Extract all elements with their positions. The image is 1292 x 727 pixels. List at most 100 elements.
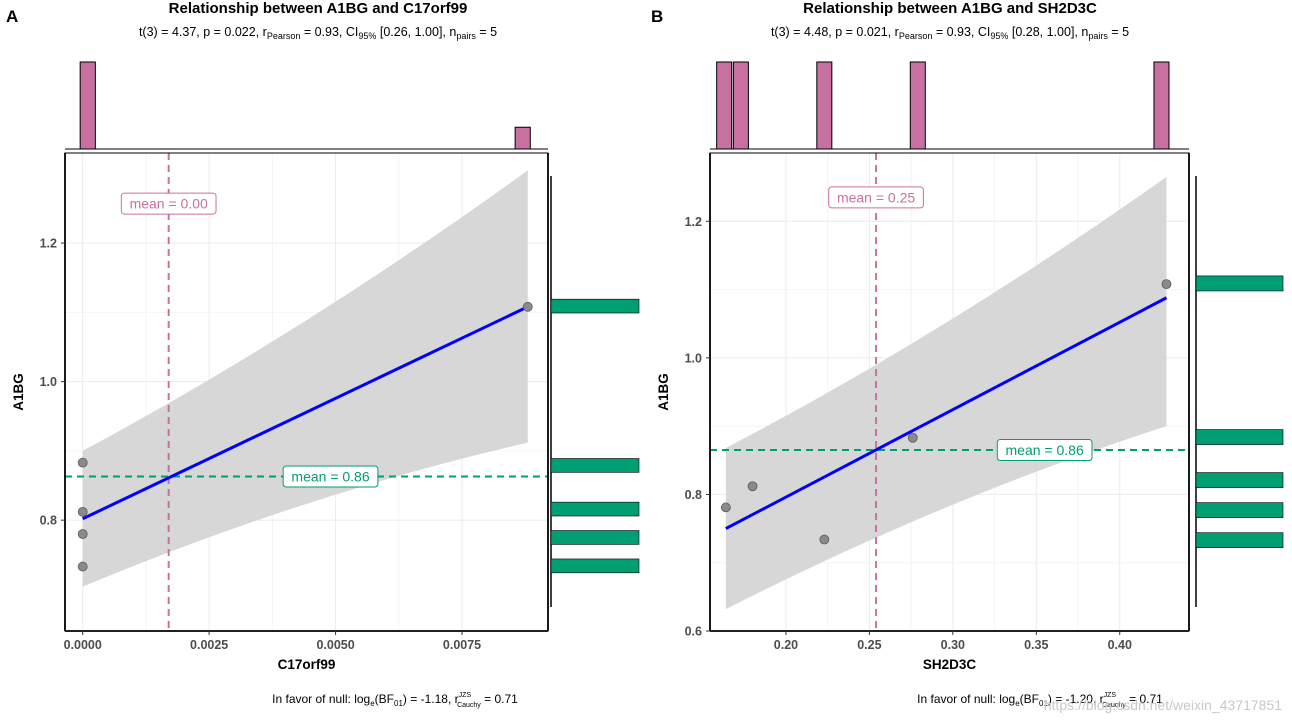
y-tick-label: 1.0 bbox=[40, 375, 57, 389]
caption-val: = 0.71 bbox=[481, 692, 518, 706]
y-marginal-bar bbox=[1195, 502, 1284, 518]
caption-e-sub: e bbox=[1015, 699, 1020, 708]
x-marginal-bar bbox=[1153, 61, 1170, 150]
y-tick-label: 0.8 bbox=[685, 488, 702, 502]
caption-bf-sub: 01 bbox=[1039, 699, 1048, 708]
caption-r-sup: JZS bbox=[459, 692, 472, 699]
y-mean-label-box bbox=[996, 439, 1093, 462]
caption-pre: In favor of null: log bbox=[917, 692, 1015, 706]
x-tick-label: 0.0000 bbox=[64, 638, 102, 652]
x-tick-label: 0.0050 bbox=[316, 638, 354, 652]
y-mean-label: mean = 0.86 bbox=[291, 469, 369, 485]
subtitle-r-val: = 0.93, CI bbox=[932, 25, 990, 39]
x-tick-label: 0.25 bbox=[857, 638, 881, 652]
x-axis-title: SH2D3C bbox=[923, 657, 977, 672]
x-axis-title: C17orf99 bbox=[278, 657, 336, 672]
x-marginal-bar bbox=[816, 61, 833, 150]
caption-pre: In favor of null: log bbox=[272, 692, 370, 706]
y-mean-label: mean = 0.86 bbox=[1006, 442, 1084, 458]
chart-title: Relationship between A1BG and C17orf99 bbox=[169, 0, 468, 17]
subtitle-r-sub: Pearson bbox=[267, 31, 301, 41]
caption-r-sup: JZS bbox=[1104, 692, 1117, 699]
x-tick-label: 0.0025 bbox=[190, 638, 228, 652]
chart-subtitle: t(3) = 4.37, p = 0.022, rPearson = 0.93,… bbox=[139, 25, 497, 41]
y-tick-label: 0.8 bbox=[40, 514, 57, 528]
caption-mid: ) = -1.20, r bbox=[1048, 692, 1104, 706]
bayes-caption: In favor of null: loge(BF01) = -1.20, rJ… bbox=[917, 692, 1163, 709]
regression-line bbox=[82, 305, 529, 521]
y-marginal-bar bbox=[550, 298, 640, 314]
y-axis-title: A1BG bbox=[11, 373, 26, 411]
y-marginal-bar bbox=[550, 530, 640, 545]
caption-val: = 0.71 bbox=[1126, 692, 1163, 706]
chart-title: Relationship between A1BG and SH2D3C bbox=[803, 0, 1097, 17]
x-mean-label: mean = 0.25 bbox=[837, 189, 915, 205]
data-point bbox=[77, 457, 88, 468]
caption-bf-sub: 01 bbox=[394, 699, 403, 708]
x-mean-label: mean = 0.00 bbox=[130, 196, 208, 212]
panel-b: B Relationship between A1BG and SH2D3C t(3… bbox=[651, 0, 1284, 709]
y-marginal-bar bbox=[550, 501, 640, 517]
x-marginal-bar bbox=[716, 61, 733, 150]
data-point bbox=[747, 481, 758, 492]
confidence-band bbox=[725, 176, 1167, 610]
subtitle-n-val: = 5 bbox=[476, 25, 497, 39]
panel-letter: B bbox=[651, 7, 663, 26]
caption-bf: (BF bbox=[375, 692, 394, 706]
y-marginal-bar bbox=[1195, 532, 1284, 548]
x-marginal-bar bbox=[79, 61, 96, 150]
x-marginal-bar bbox=[909, 61, 926, 150]
x-tick-label: 0.0075 bbox=[443, 638, 481, 652]
x-mean-label-box bbox=[828, 186, 924, 209]
data-point bbox=[1161, 279, 1172, 290]
subtitle-r-sub: Pearson bbox=[899, 31, 933, 41]
panel-a: A Relationship between A1BG and C17orf99 t… bbox=[6, 0, 640, 709]
subtitle-ci-val: [0.26, 1.00], n bbox=[376, 25, 456, 39]
data-point bbox=[77, 529, 88, 539]
regression-line bbox=[725, 296, 1168, 530]
subtitle-stat: t(3) = 4.37, p = 0.022, r bbox=[139, 25, 267, 39]
x-marginal-bar bbox=[514, 126, 531, 150]
subtitle-ci-sub: 95% bbox=[990, 31, 1008, 41]
x-mean-label-box bbox=[120, 192, 217, 215]
data-point bbox=[522, 301, 533, 312]
x-marginal-bar bbox=[732, 61, 749, 150]
subtitle-n-val: = 5 bbox=[1108, 25, 1129, 39]
y-marginal-bar bbox=[550, 458, 640, 473]
bayes-caption: In favor of null: loge(BF01) = -1.18, rJ… bbox=[272, 692, 518, 709]
caption-r-sub: Cauchy bbox=[1102, 702, 1126, 709]
y-tick-label: 1.2 bbox=[685, 215, 702, 229]
y-marginal-bar bbox=[550, 558, 640, 574]
x-tick-label: 0.20 bbox=[774, 638, 798, 652]
subtitle-stat: t(3) = 4.48, p = 0.021, r bbox=[771, 25, 899, 39]
y-tick-label: 1.0 bbox=[685, 351, 702, 365]
subtitle-n-sub: pairs bbox=[456, 31, 476, 41]
y-marginal-bar bbox=[1195, 472, 1284, 488]
chart-subtitle: t(3) = 4.48, p = 0.021, rPearson = 0.93,… bbox=[771, 25, 1129, 41]
data-point bbox=[77, 506, 88, 517]
x-tick-label: 0.35 bbox=[1024, 638, 1048, 652]
y-tick-label: 1.2 bbox=[40, 237, 57, 251]
caption-r-sub: Cauchy bbox=[457, 702, 481, 709]
data-point bbox=[77, 561, 88, 572]
y-mean-label-box bbox=[282, 465, 379, 488]
caption-e-sub: e bbox=[370, 699, 375, 708]
y-axis-title: A1BG bbox=[656, 373, 671, 411]
panel-letter: A bbox=[6, 7, 18, 26]
y-marginal-bar bbox=[1195, 429, 1284, 445]
data-point bbox=[720, 502, 731, 513]
data-point bbox=[907, 432, 918, 443]
watermark-text: https://blog.csdn.net/weixin_43717851 bbox=[1044, 697, 1282, 713]
y-tick-label: 0.6 bbox=[685, 625, 702, 639]
data-point bbox=[819, 534, 830, 545]
subtitle-ci-val: [0.28, 1.00], n bbox=[1008, 25, 1088, 39]
caption-bf: (BF bbox=[1020, 692, 1039, 706]
subtitle-r-val: = 0.93, CI bbox=[300, 25, 358, 39]
subtitle-ci-sub: 95% bbox=[358, 31, 376, 41]
confidence-band bbox=[82, 170, 528, 587]
caption-mid: ) = -1.18, r bbox=[403, 692, 459, 706]
y-marginal-bar bbox=[1195, 275, 1284, 292]
x-tick-label: 0.30 bbox=[941, 638, 965, 652]
